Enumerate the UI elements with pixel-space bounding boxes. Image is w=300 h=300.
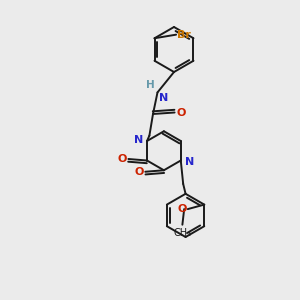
Text: O: O <box>176 107 186 118</box>
Text: Br: Br <box>177 30 191 40</box>
Text: H: H <box>146 80 155 90</box>
Text: O: O <box>177 204 187 214</box>
Text: O: O <box>117 154 127 164</box>
Text: N: N <box>185 157 194 167</box>
Text: O: O <box>134 167 143 177</box>
Text: N: N <box>134 135 143 145</box>
Text: N: N <box>159 93 168 103</box>
Text: CH₃: CH₃ <box>173 228 191 238</box>
